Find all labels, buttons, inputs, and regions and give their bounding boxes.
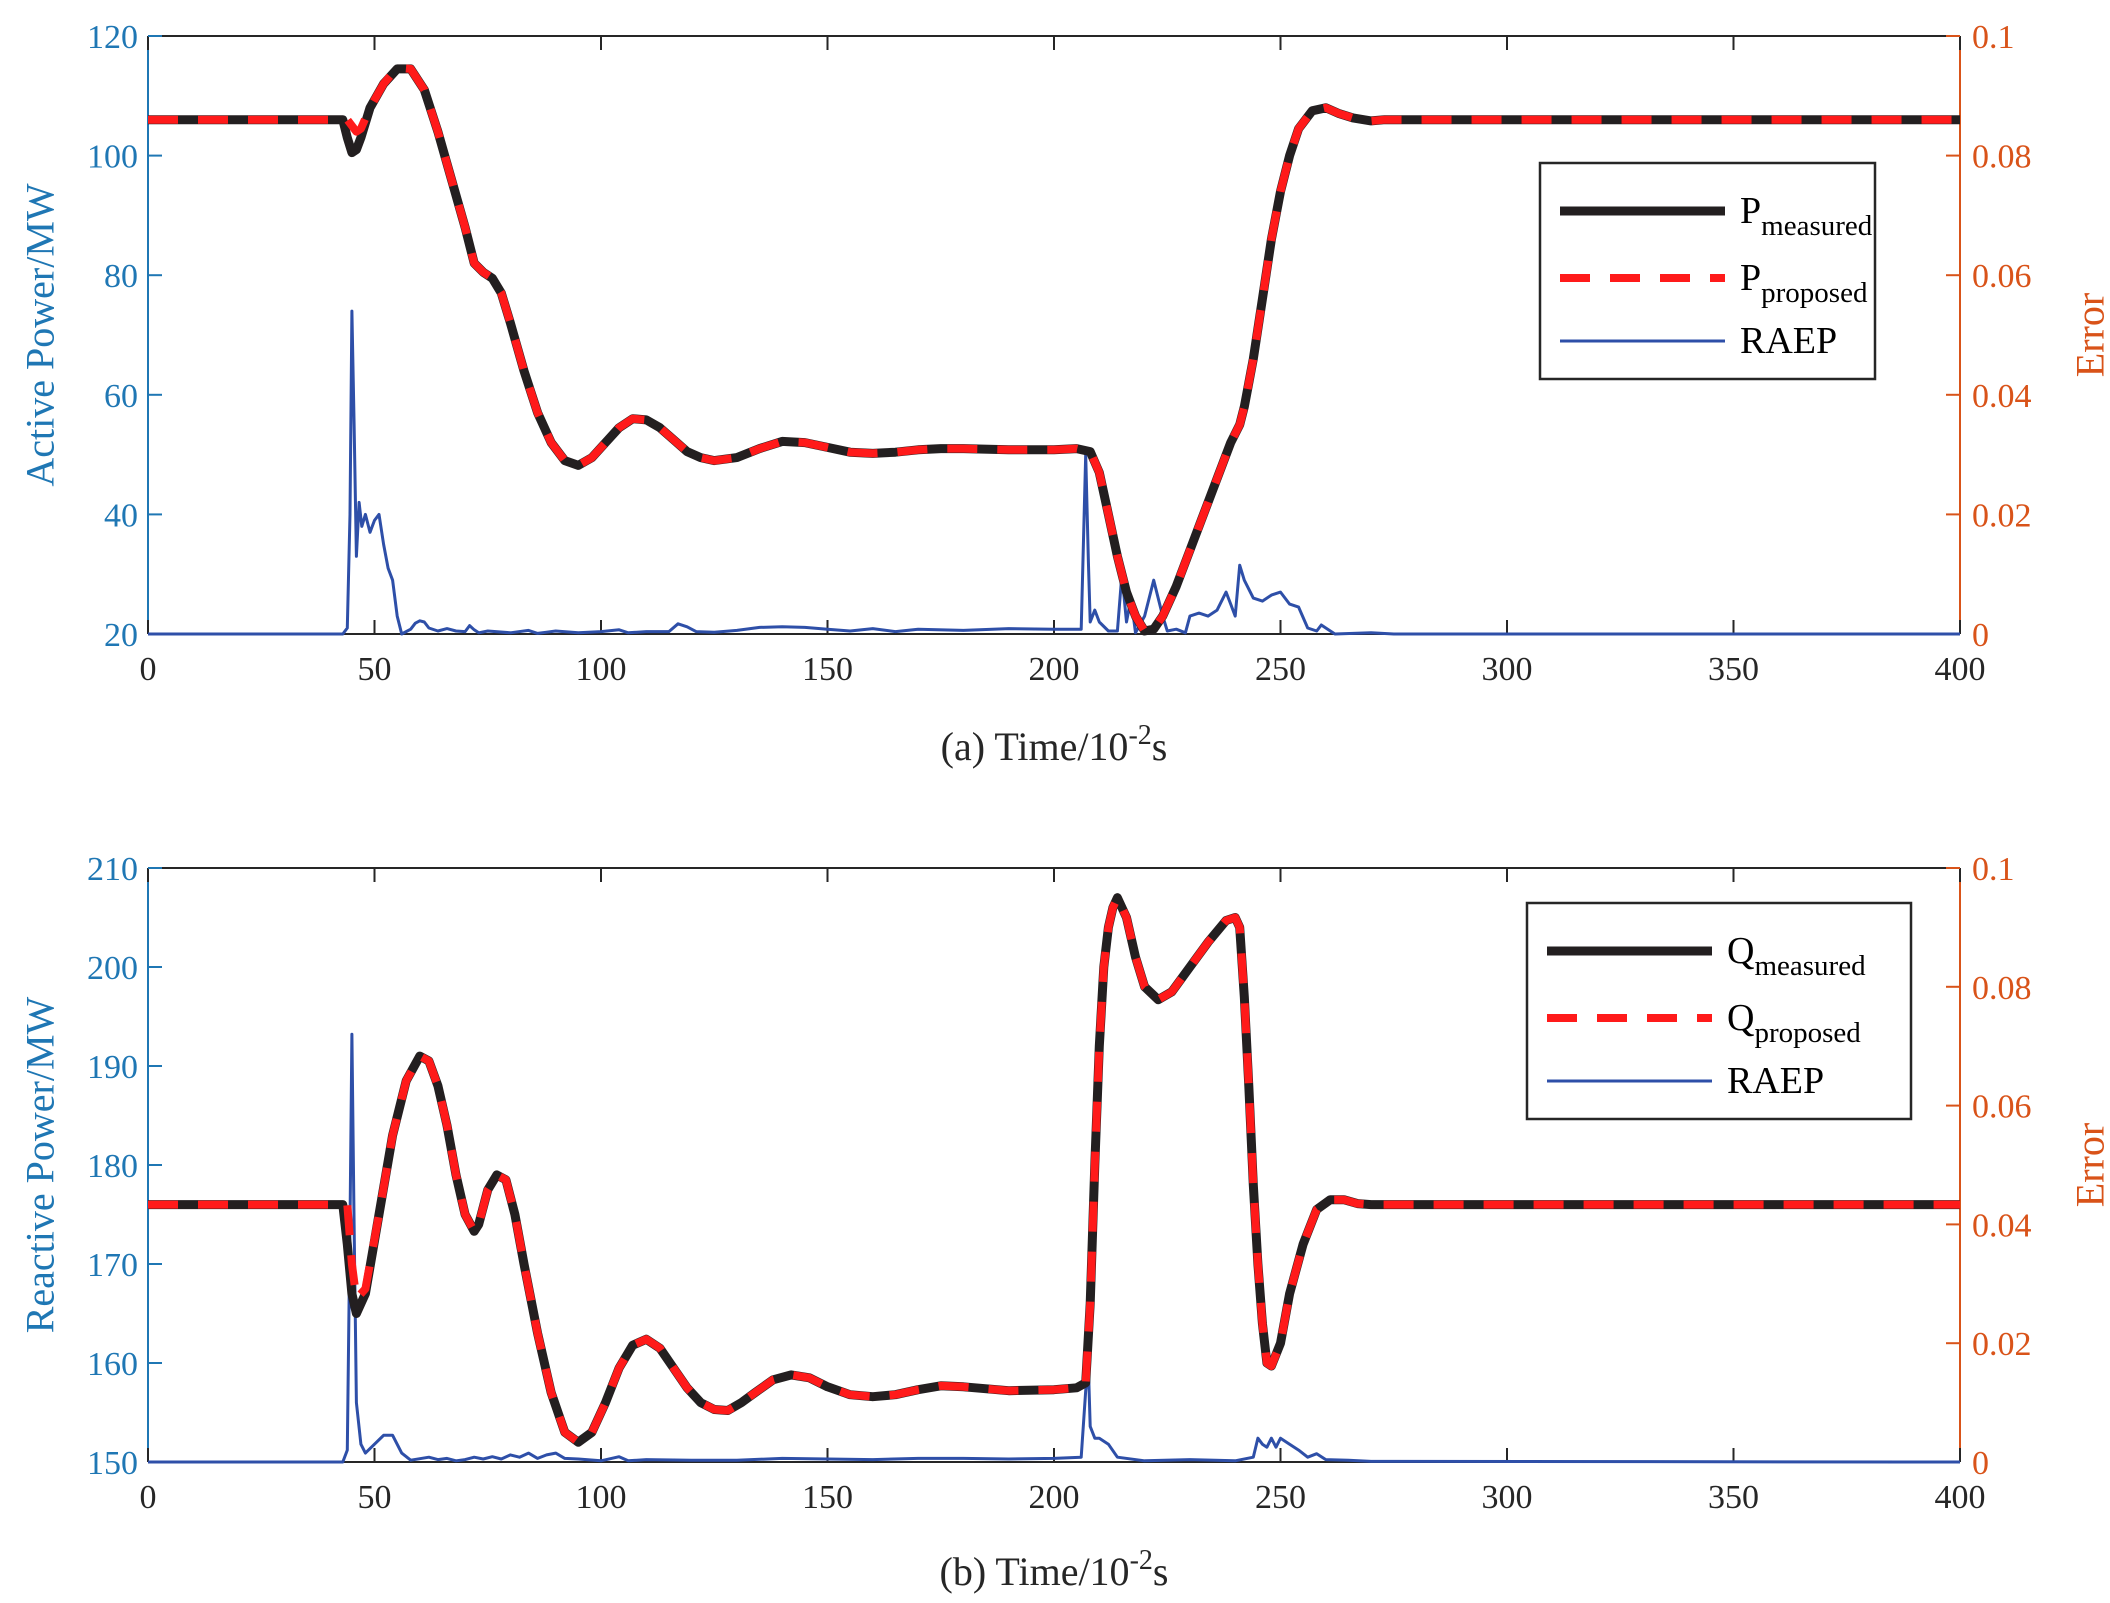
series-proposed-line [148, 63, 1960, 635]
legend-label: Qmeasured [1727, 930, 1866, 982]
legend-label: Qproposed [1727, 997, 1861, 1049]
legend-box [1525, 901, 1913, 1121]
series-raep-line [148, 309, 1960, 636]
x-axis-title-main: (a) Time/10 [941, 724, 1129, 769]
legend-label-main: P [1740, 190, 1761, 232]
y-right-axis-title: Error [2068, 293, 2110, 377]
y-left-tick-label: 100 [87, 139, 138, 176]
legend-label-subscript: measured [1754, 950, 1866, 982]
y-right-tick-label: 0.06 [1972, 1089, 2032, 1126]
x-tick-label: 400 [1935, 1479, 1986, 1516]
legend-label-main: RAEP [1727, 1060, 1824, 1102]
panel-b-reactive-power: 0 50 100 150 200 250 300 350 400 150 160 170 180 190 2… [18, 851, 2110, 1594]
legend-label: Pmeasured [1740, 190, 1873, 242]
x-tick-label: 250 [1255, 1479, 1306, 1516]
x-tick-label: 0 [140, 651, 157, 688]
series-raep-line [148, 1032, 1961, 1464]
x-axis-title-unit: s [1152, 724, 1168, 769]
x-tick-label: 50 [358, 651, 392, 688]
x-axis-title-main: (b) Time/10 [940, 1549, 1130, 1594]
x-tick-label: 0 [140, 1479, 157, 1516]
y-right-tick-label: 0 [1972, 1445, 1989, 1482]
y-right-tick-label: 0.1 [1972, 19, 2015, 56]
x-axis-title: (b) Time/10-2s [940, 1545, 1169, 1594]
x-tick-label: 350 [1708, 1479, 1759, 1516]
legend-label-subscript: proposed [1761, 277, 1868, 309]
y-left-tick-label: 190 [87, 1049, 138, 1086]
x-axis-title-unit: s [1153, 1549, 1169, 1594]
legend-label: Pproposed [1740, 257, 1868, 309]
y-right-tick-label: 0.04 [1972, 1207, 2032, 1244]
x-tick-label: 400 [1935, 651, 1986, 688]
y-left-tick-label: 80 [104, 258, 138, 295]
y-left-tick-label: 200 [87, 950, 138, 987]
x-tick-label: 100 [576, 651, 627, 688]
legend-label-main: P [1740, 257, 1761, 299]
y-left-tick-label: 60 [104, 378, 138, 415]
x-tick-label: 150 [802, 1479, 853, 1516]
y-right-tick-label: 0.1 [1972, 851, 2015, 888]
y-left-tick-label: 20 [104, 617, 138, 654]
y-right-tick-label: 0.08 [1972, 139, 2032, 176]
x-tick-label: 350 [1708, 651, 1759, 688]
legend-label-subscript: proposed [1754, 1017, 1861, 1049]
x-tick-label: 200 [1029, 651, 1080, 688]
y-right-tick-label: 0 [1972, 617, 1989, 654]
y-right-tick-label: 0.04 [1972, 378, 2032, 415]
y-left-axis-title: Active Power/MW [18, 183, 63, 487]
panel-a-active-power: 0 50 100 150 200 250 300 350 400 20 40 60 80 100 120 0 0… [18, 19, 2110, 769]
legend-label-main: Q [1727, 997, 1754, 1039]
y-left-tick-label: 210 [87, 851, 138, 888]
x-tick-label: 200 [1029, 1479, 1080, 1516]
y-right-tick-label: 0.02 [1972, 497, 2032, 534]
legend-label: RAEP [1740, 320, 1837, 362]
y-right-axis-title: Error [2068, 1123, 2110, 1207]
y-left-tick-label: 120 [87, 19, 138, 56]
x-axis-title-exponent: -2 [1128, 720, 1151, 751]
x-axis-title-exponent: -2 [1130, 1545, 1153, 1576]
legend-label-main: Q [1727, 930, 1754, 972]
legend-label: RAEP [1727, 1060, 1824, 1102]
legend-label-subscript: measured [1761, 210, 1873, 242]
x-tick-label: 150 [802, 651, 853, 688]
y-left-tick-label: 170 [87, 1247, 138, 1284]
y-right-tick-label: 0.06 [1972, 258, 2032, 295]
y-right-tick-label: 0.08 [1972, 970, 2032, 1007]
y-left-tick-label: 160 [87, 1346, 138, 1383]
y-left-tick-label: 180 [87, 1148, 138, 1185]
y-left-tick-label: 150 [87, 1445, 138, 1482]
y-left-axis-title: Reactive Power/MW [18, 996, 63, 1333]
x-tick-label: 50 [358, 1479, 392, 1516]
legend-label-main: RAEP [1740, 320, 1837, 362]
x-tick-label: 100 [576, 1479, 627, 1516]
x-tick-label: 300 [1482, 651, 1533, 688]
legend-box [1538, 161, 1877, 381]
y-left-tick-label: 40 [104, 497, 138, 534]
y-right-tick-label: 0.02 [1972, 1326, 2032, 1363]
x-tick-label: 250 [1255, 651, 1306, 688]
x-axis-title: (a) Time/10-2s [941, 720, 1168, 769]
x-tick-label: 300 [1482, 1479, 1533, 1516]
